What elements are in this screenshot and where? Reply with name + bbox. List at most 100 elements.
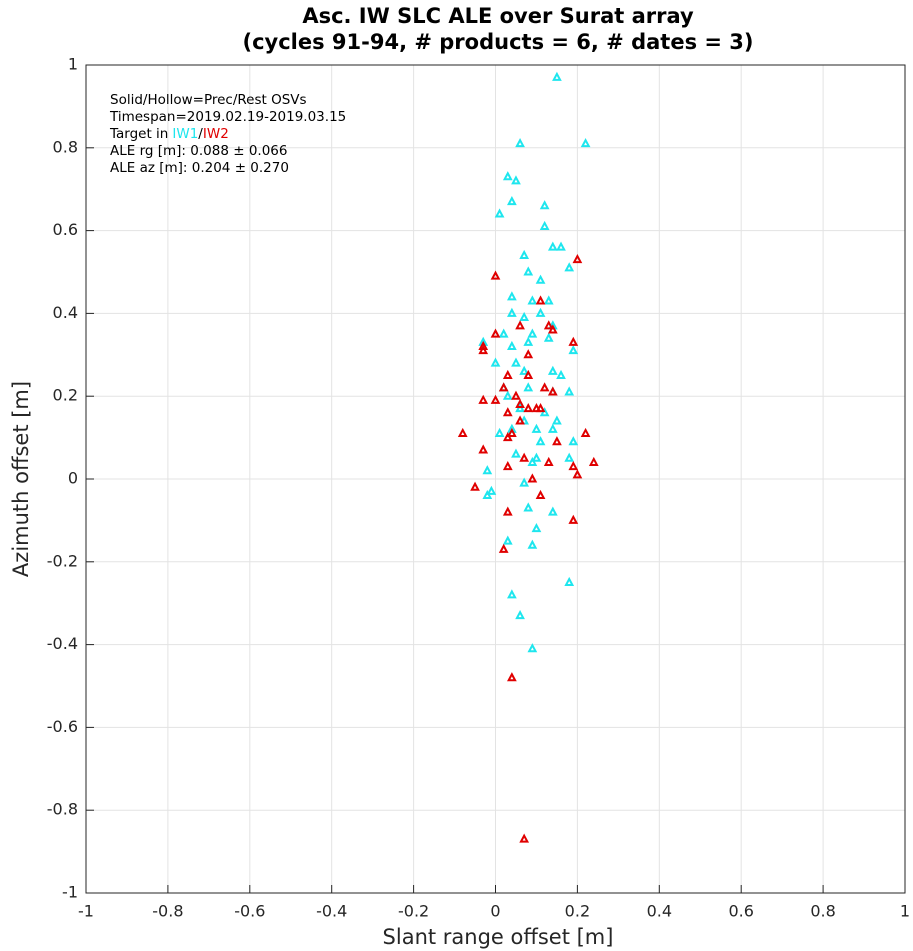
scatter-point [568,514,579,524]
scatter-point [572,253,583,264]
scatter-point [523,266,534,276]
x-axis-label: Slant range offset [m] [383,925,614,949]
scatter-point [478,345,489,355]
scatter-point [515,609,525,620]
plot-frame [85,64,906,894]
x-tick-label: -0.8 [152,902,183,921]
x-tick-label: 0.6 [728,902,753,921]
scatter-point [523,402,534,413]
scatter-point [519,833,530,843]
scatter-point [568,436,579,446]
y-tick-label: 0 [68,469,78,488]
legend-entry: IW1 [172,126,198,142]
legend-entry: IW2 [203,126,229,142]
scatter-point [568,345,579,355]
scatter-point [523,349,534,359]
scatter-point [490,394,501,404]
annotation-text: / [198,126,203,142]
annotation: ALE rg [m]: 0.088 ± 0.066 [110,143,287,159]
scatter-point [527,643,538,653]
x-tick-label: -1 [78,902,94,921]
annotation: Target in IW1/IW2 [109,126,229,142]
annotation: Timespan=2019.02.19-2019.03.15 [109,109,346,125]
scatter-point [527,328,538,338]
y-axis-label: Azimuth offset [m] [9,381,33,577]
x-tick-label: -0.4 [316,902,347,921]
scatter-point [531,523,542,533]
scatter-point [523,502,534,512]
annotation: Solid/Hollow=Prec/Rest OSVs [110,92,307,108]
scatter-point [564,386,575,396]
annotation-text: Target in [109,126,168,142]
scatter-point [588,456,599,466]
scatter-point [498,543,509,553]
scatter-point [507,427,517,437]
scatter-point [519,365,530,375]
scatter-point [515,138,525,148]
scatter-point [482,465,493,475]
scatter-point [519,249,530,259]
scatter-point [490,270,501,280]
x-tick-label: -0.6 [234,902,265,921]
x-tick-label: 1 [900,902,910,921]
scatter-point [543,332,554,342]
scatter-point [543,295,554,305]
scatter-point [478,394,489,404]
scatter-point [482,489,493,500]
scatter-point [511,175,521,185]
scatter-point [539,407,550,417]
y-tick-label: -1 [62,883,78,902]
scatter-point [527,473,538,483]
scatter-point [543,456,554,466]
x-tick-label: -0.2 [398,902,429,921]
scatter-point [556,369,566,379]
scatter-point [552,436,562,446]
chart-title: Asc. IW SLC ALE over Surat array [302,4,694,28]
scatter-point [494,427,505,437]
scatter-point [535,436,546,446]
scatter-point [502,460,513,471]
scatter-point [568,336,579,346]
y-tick-label: 0.2 [53,386,78,405]
scatter-point [547,324,558,334]
scatter-point [535,489,546,500]
x-tick-label: 0.2 [565,902,590,921]
scatter-point [498,328,509,338]
scatter-point [531,423,542,433]
scatter-point [547,365,558,375]
scatter-point [547,386,558,396]
scatter-point [527,295,538,305]
scatter-point [507,589,517,599]
annotation: ALE az [m]: 0.204 ± 0.270 [110,160,289,176]
scatter-point [502,506,513,516]
scatter-point [507,291,517,301]
scatter-point [580,138,591,148]
scatter-point [498,382,509,392]
scatter-point [457,427,468,437]
scatter-point [580,427,591,437]
scatter-point [535,402,546,413]
scatter-point [572,469,583,479]
scatter-point [543,320,554,330]
scatter-point [531,452,542,462]
scatter-point [547,423,558,433]
scatter-point [547,506,558,516]
y-tick-label: -0.8 [47,800,78,819]
scatter-point [490,357,501,367]
scatter-point [527,456,538,466]
scatter-point [535,295,546,305]
x-tick-label: 0.8 [810,902,835,921]
scatter-point [552,415,562,425]
scatter-point [523,336,534,346]
scatter-point [515,415,525,425]
scatter-point [502,535,513,545]
scatter-point [502,431,513,442]
scatter-point [478,444,489,454]
y-tick-label: 1 [68,55,78,74]
scatter-point [547,241,558,251]
scatter-point [511,357,521,367]
y-tick-label: -0.2 [47,551,78,570]
y-tick-label: -0.4 [47,634,78,653]
y-tick-label: 0.4 [53,303,78,322]
